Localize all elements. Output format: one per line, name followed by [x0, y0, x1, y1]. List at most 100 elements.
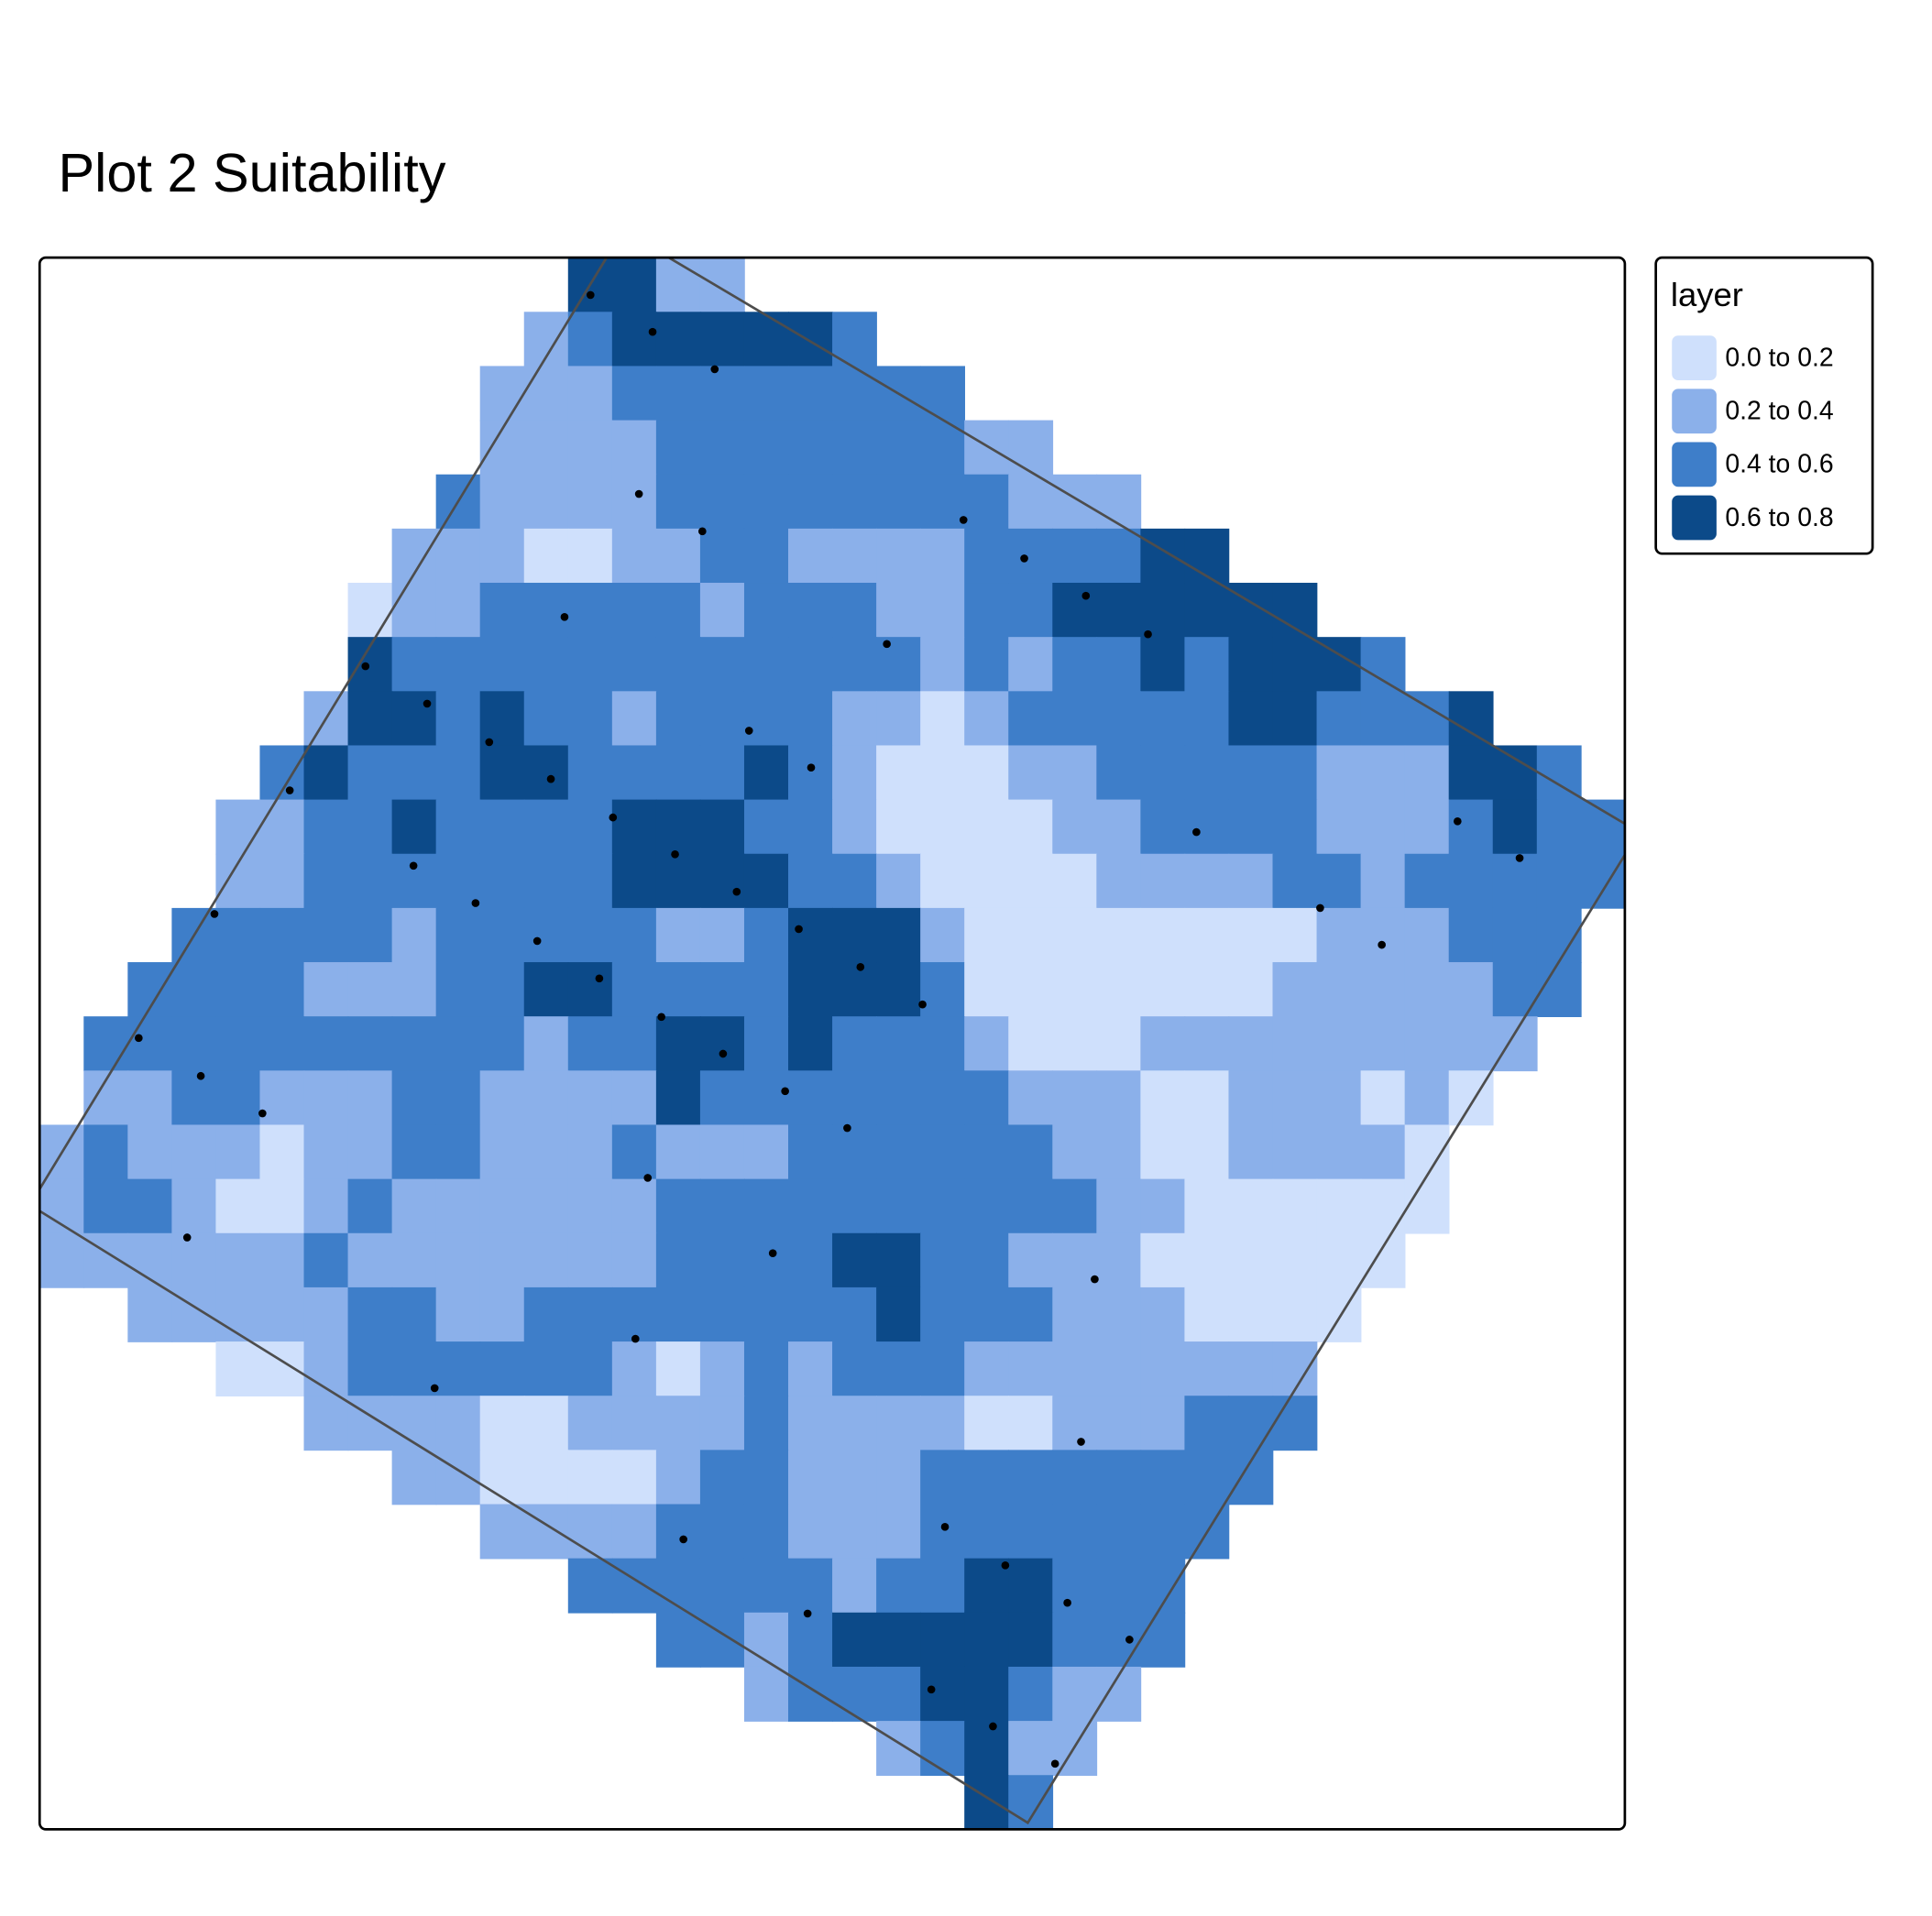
raster-cell	[391, 1450, 437, 1505]
raster-cell	[920, 366, 966, 422]
raster-cell	[259, 1070, 305, 1126]
raster-cell	[127, 1286, 173, 1342]
raster-cell	[1052, 1450, 1098, 1505]
raster-cell	[567, 474, 613, 530]
raster-cell	[1404, 907, 1450, 963]
raster-cell	[832, 799, 877, 855]
raster-cell	[611, 1558, 657, 1614]
sample-point	[671, 850, 679, 859]
raster-cell	[1096, 474, 1142, 530]
raster-cell	[611, 691, 657, 747]
raster-cell	[1184, 1070, 1230, 1126]
raster-cell	[435, 1341, 481, 1397]
raster-cell	[567, 1178, 613, 1234]
raster-cell	[259, 962, 305, 1018]
raster-cell	[1316, 853, 1362, 909]
raster-cell	[1096, 1070, 1142, 1126]
raster-cell	[699, 1450, 745, 1505]
raster-cell	[832, 745, 877, 801]
sample-point	[135, 1034, 143, 1043]
raster-cell	[1008, 1070, 1054, 1126]
raster-cell	[1228, 1124, 1274, 1180]
raster-cell	[391, 1286, 437, 1342]
raster-cell	[127, 1016, 173, 1072]
raster-cell	[1052, 1666, 1098, 1722]
raster-cell	[1184, 907, 1230, 963]
raster-cell	[655, 1124, 701, 1180]
raster-cell	[567, 1504, 613, 1560]
raster-cell	[964, 583, 1010, 638]
raster-cell	[1404, 745, 1450, 801]
sample-point	[1001, 1561, 1010, 1570]
raster-cell	[655, 1178, 701, 1234]
raster-cell	[215, 799, 261, 855]
raster-cell	[743, 1666, 789, 1722]
raster-cell	[743, 1612, 789, 1668]
raster-cell	[1316, 1286, 1362, 1342]
map-title: Plot 2 Suitability	[59, 142, 446, 203]
raster-cell	[964, 528, 1010, 584]
raster-cell	[479, 1178, 525, 1234]
raster-cell	[1272, 907, 1318, 963]
raster-cell	[964, 1124, 1010, 1180]
sample-point	[546, 774, 555, 783]
raster-cell	[964, 1450, 1010, 1505]
sample-point	[795, 925, 803, 934]
sample-point	[732, 887, 741, 896]
raster-cell	[699, 907, 745, 963]
sample-point	[679, 1535, 687, 1544]
sample-point	[560, 612, 569, 621]
raster-cell	[832, 366, 877, 422]
raster-cell	[788, 1504, 833, 1560]
raster-cell	[1272, 1178, 1318, 1234]
raster-cell	[1052, 962, 1098, 1018]
sample-point	[1081, 591, 1091, 600]
raster-cell	[920, 583, 966, 638]
raster-cell	[1140, 1450, 1186, 1505]
raster-cell	[964, 745, 1010, 801]
raster-cell	[1404, 691, 1450, 747]
sample-point	[989, 1722, 997, 1731]
raster-cell	[699, 366, 745, 422]
raster-cell	[655, 907, 701, 963]
raster-cell	[611, 257, 657, 313]
raster-cell	[743, 583, 789, 638]
raster-cell	[876, 420, 921, 476]
raster-cell	[699, 474, 745, 530]
raster-cell	[479, 962, 525, 1018]
raster-cell	[832, 1396, 877, 1451]
raster-cell	[391, 637, 437, 693]
raster-cell	[567, 745, 613, 801]
raster-cell	[611, 1070, 657, 1126]
raster-cell	[743, 799, 789, 855]
sample-point	[361, 662, 370, 671]
raster-cell	[259, 1232, 305, 1288]
raster-cell	[876, 691, 921, 747]
sample-point	[210, 910, 219, 918]
sample-point	[781, 1087, 789, 1096]
raster-cell	[1140, 1286, 1186, 1342]
raster-cell	[1052, 1504, 1098, 1560]
raster-cell	[347, 1178, 393, 1234]
raster-cell	[1096, 1450, 1142, 1505]
raster-cell	[1492, 745, 1538, 801]
raster-cell	[832, 962, 877, 1018]
raster-cell	[83, 1016, 129, 1072]
raster-cell	[1184, 799, 1230, 855]
raster-cell	[391, 1070, 437, 1126]
raster-cell	[611, 1396, 657, 1451]
raster-cell	[347, 853, 393, 909]
raster-cell	[1008, 1016, 1054, 1072]
raster-cell	[523, 853, 569, 909]
raster-cell	[1096, 1016, 1142, 1072]
raster-cell	[832, 1232, 877, 1288]
raster-cell	[876, 1558, 921, 1614]
raster-cell	[1052, 745, 1098, 801]
raster-cell	[435, 1178, 481, 1234]
raster-cell	[435, 691, 481, 747]
raster-cell	[699, 1178, 745, 1234]
raster-cell	[1052, 1286, 1098, 1342]
raster-cell	[1052, 853, 1098, 909]
raster-cell	[964, 420, 1010, 476]
raster-cell	[435, 907, 481, 963]
